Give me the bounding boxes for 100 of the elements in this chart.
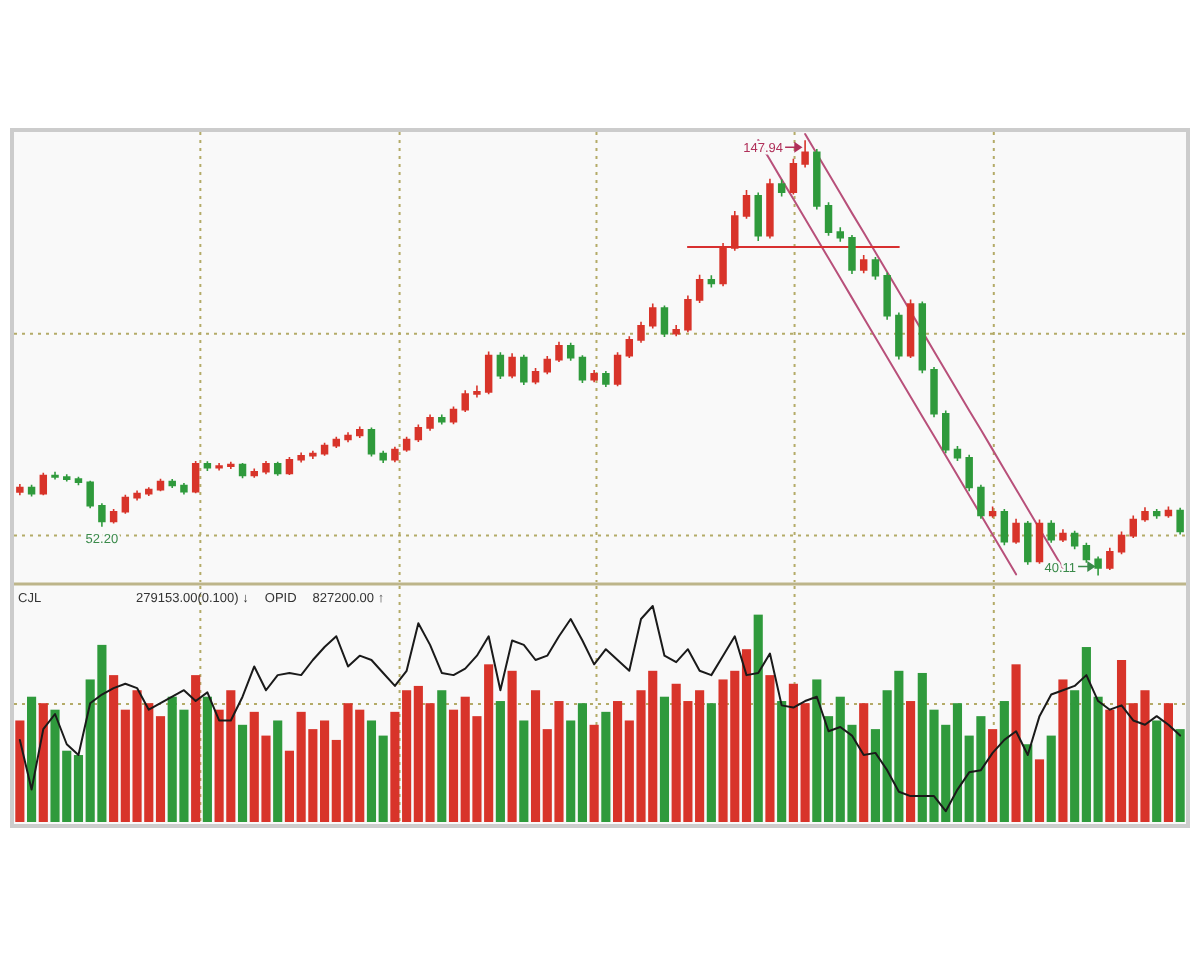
bar [507,670,517,822]
candlestick [191,460,200,495]
candlestick [1000,508,1009,547]
candlestick [473,384,481,399]
candlestick [438,413,446,426]
candlestick [848,234,856,275]
candlestick [297,451,305,464]
candlestick [391,446,399,463]
candlestick [965,454,973,492]
bar [27,696,37,822]
candlestick [215,462,223,472]
bar [15,720,25,822]
candlestick [145,486,153,497]
candlestick [402,435,411,453]
candlestick [988,505,997,519]
candlestick [660,304,669,338]
bar [1152,720,1162,822]
candlestick [613,351,622,388]
bar [1046,735,1056,822]
candlestick [566,341,575,362]
bar [906,701,916,822]
candlestick [227,460,235,470]
candlestick [789,157,798,196]
candlestick [637,320,645,344]
candlestick [1164,505,1173,519]
candlestick [508,352,516,379]
candlestick [203,460,212,472]
candlestick [449,405,458,425]
candlestick [590,369,598,384]
candlestick [1106,546,1114,571]
bar [202,696,212,822]
bar [859,703,869,822]
bar [519,720,529,822]
candlestick [39,471,48,497]
candlestick [813,148,821,211]
candlestick [1047,519,1055,544]
candlestick [74,475,83,486]
candlestick [344,431,352,444]
bar [237,724,248,822]
candlestick [531,367,540,386]
bar [999,701,1009,822]
candlestick [836,226,844,243]
candlestick [414,423,423,443]
candlestick [942,409,950,455]
candlestick [1012,517,1020,545]
candlestick [484,350,493,396]
bar [988,729,998,822]
candlestick [859,254,868,275]
bar [38,703,48,822]
candlestick [86,479,94,509]
candlestick [16,483,24,497]
candlestick [262,460,270,476]
candlestick [426,413,434,432]
candlestick [1117,530,1126,555]
bar [589,724,599,822]
bar [1163,703,1173,822]
candlestick [63,473,71,483]
candlestick [766,178,774,240]
bar [765,675,775,822]
bar [1011,664,1021,822]
candlestick [555,341,563,363]
candlestick [543,355,551,375]
bar [706,703,716,822]
candlestick [285,456,294,476]
bar [1175,729,1185,822]
candlestick [309,450,317,460]
candlestick [367,426,376,458]
bar [601,711,611,822]
candlestick [742,189,751,220]
candlestick [27,483,36,498]
candlestick [1035,518,1044,565]
candlestick [602,370,610,388]
bar [777,701,787,822]
candlestick [625,335,634,359]
candlestick [98,502,106,528]
bar [1023,744,1033,822]
bar [753,614,763,822]
candlestick [649,302,657,330]
bar [437,690,447,822]
candlestick [871,256,880,281]
candlestick [1152,508,1161,520]
candlestick [1070,529,1079,551]
candlestick [906,298,915,359]
candlestick [156,477,165,492]
candlestick [320,441,329,457]
candlestick [578,354,587,384]
candlestick [895,311,903,361]
candlestick [180,482,188,496]
candlestick [133,489,141,502]
candlestick [930,366,938,419]
bar [659,696,670,822]
candlestick [1082,542,1091,564]
candlestick [1024,520,1032,566]
bar [191,675,201,822]
candlestick [250,467,258,479]
candlestick [379,450,387,464]
candlestick [168,478,176,489]
bar [495,701,505,822]
candlestick [1094,555,1102,577]
candlestick [824,201,833,237]
